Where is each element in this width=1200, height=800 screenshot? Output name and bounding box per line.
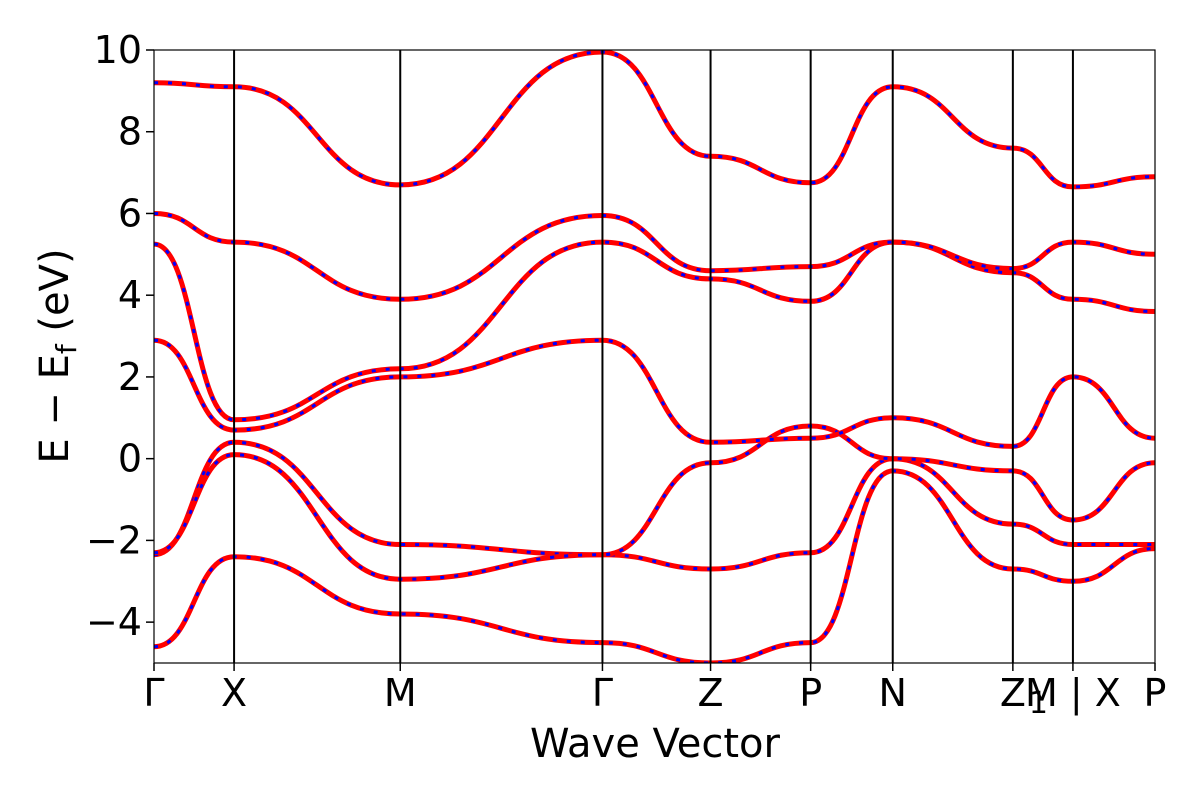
x-axis-label: Wave Vector — [530, 721, 781, 767]
band-line-2 — [154, 337, 1155, 449]
band-line-1 — [154, 423, 1155, 582]
y-axis-label-sub: f — [50, 343, 83, 354]
band-line-dashed-0 — [154, 440, 1155, 571]
x-tick-label-8: M | X — [1025, 671, 1121, 716]
x-tick-label-6: N — [879, 671, 907, 715]
band-line-6 — [154, 468, 1155, 663]
band-line-dashed-2 — [154, 338, 1155, 448]
x-tick-label-subscript: 1 — [1029, 686, 1048, 721]
x-tick-label-0: Γ — [143, 671, 164, 715]
y-axis-label-unit: (eV) — [32, 248, 78, 344]
band-line-dashed-1 — [154, 424, 1155, 581]
y-tick-label-3: 2 — [118, 355, 142, 399]
band-lines — [154, 50, 1155, 663]
x-tick-label-3: Γ — [592, 671, 613, 715]
y-tick-label-6: 8 — [118, 110, 142, 154]
y-tick-label-4: 4 — [118, 273, 142, 317]
x-tick-label-7: Z — [1000, 671, 1026, 715]
x-tick-label-9: P — [1144, 671, 1167, 715]
y-tick-label-5: 6 — [118, 191, 142, 235]
x-tick-label-1: X — [221, 671, 247, 715]
x-tick-label-5: P — [799, 671, 822, 715]
y-tick-label-2: 0 — [118, 437, 142, 481]
band-line-dashed-4 — [154, 212, 1155, 301]
plot-frame — [153, 49, 1156, 664]
x-tick-label-2: M — [384, 671, 417, 715]
y-axis-ticks: −4 −2 0 2 4 6 8 10 — [86, 28, 154, 644]
band-line-0 — [154, 439, 1155, 572]
y-tick-label-1: −2 — [86, 518, 142, 562]
band-line-5 — [154, 50, 1155, 190]
x-tick-label-4: Z — [698, 671, 724, 715]
y-tick-label-0: −4 — [86, 600, 142, 644]
band-line-dashed-5 — [154, 50, 1155, 189]
y-axis-label-main: E − E — [32, 354, 78, 464]
high-symmetry-lines — [233, 50, 1074, 663]
y-axis-label: E − Ef (eV) — [32, 248, 83, 463]
y-tick-label-7: 10 — [94, 28, 142, 72]
